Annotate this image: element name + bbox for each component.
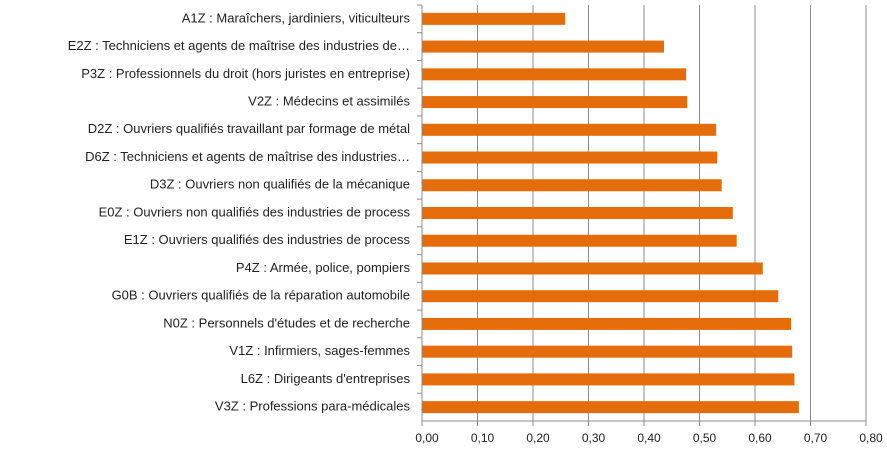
y-tick-label: G0B : Ouvriers qualifiés de la réparatio… (112, 288, 410, 303)
y-tick-label: P4Z : Armée, police, pompiers (236, 260, 411, 275)
x-tick-label: 0,00 (415, 431, 439, 445)
bar (422, 40, 664, 53)
x-tick-label: 0,20 (526, 431, 550, 445)
y-tick-label: V1Z : Infirmiers, sages-femmes (229, 343, 410, 358)
y-tick-label: D3Z : Ouvriers non qualifiés de la mécan… (150, 177, 410, 192)
x-tick-label: 0,10 (471, 431, 495, 445)
bar (422, 290, 779, 303)
bar (422, 373, 795, 386)
bar (422, 68, 687, 81)
bar (422, 262, 763, 275)
y-tick-label: V2Z : Médecins et assimilés (248, 94, 410, 109)
y-tick-label: N0Z : Personnels d'études et de recherch… (163, 315, 410, 330)
bar (422, 12, 566, 25)
y-tick-label: L6Z : Dirigeants d'entreprises (241, 371, 411, 386)
bar (422, 234, 737, 247)
bar (422, 123, 717, 136)
x-tick-label: 0,70 (804, 431, 828, 445)
y-tick-label: A1Z : Maraîchers, jardiniers, viticulteu… (182, 10, 411, 25)
bar (422, 345, 793, 358)
x-tick-label: 0,30 (582, 431, 606, 445)
y-tick-label: P3Z : Professionnels du droit (hors juri… (81, 66, 410, 81)
y-tick-label: E1Z : Ouvriers qualifiés des industries … (124, 232, 411, 247)
y-tick-label: E2Z : Techniciens et agents de maîtrise … (68, 38, 410, 53)
x-tick-label: 0,50 (693, 431, 717, 445)
bar (422, 179, 722, 192)
bar (422, 151, 718, 164)
x-tick-label: 0,40 (637, 431, 661, 445)
y-tick-label: D6Z : Techniciens et agents de maîtrise … (85, 149, 410, 164)
y-tick-label: E0Z : Ouvriers non qualifiés des industr… (99, 204, 411, 219)
bar (422, 96, 688, 109)
y-tick-label: V3Z : Professions para-médicales (215, 399, 411, 414)
bar (422, 317, 792, 330)
bar (422, 401, 799, 414)
x-tick-label: 0,80 (859, 431, 883, 445)
bar (422, 207, 733, 219)
y-tick-label: D2Z : Ouvriers qualifiés travaillant par… (88, 121, 410, 136)
x-tick-label: 0,60 (748, 431, 772, 445)
